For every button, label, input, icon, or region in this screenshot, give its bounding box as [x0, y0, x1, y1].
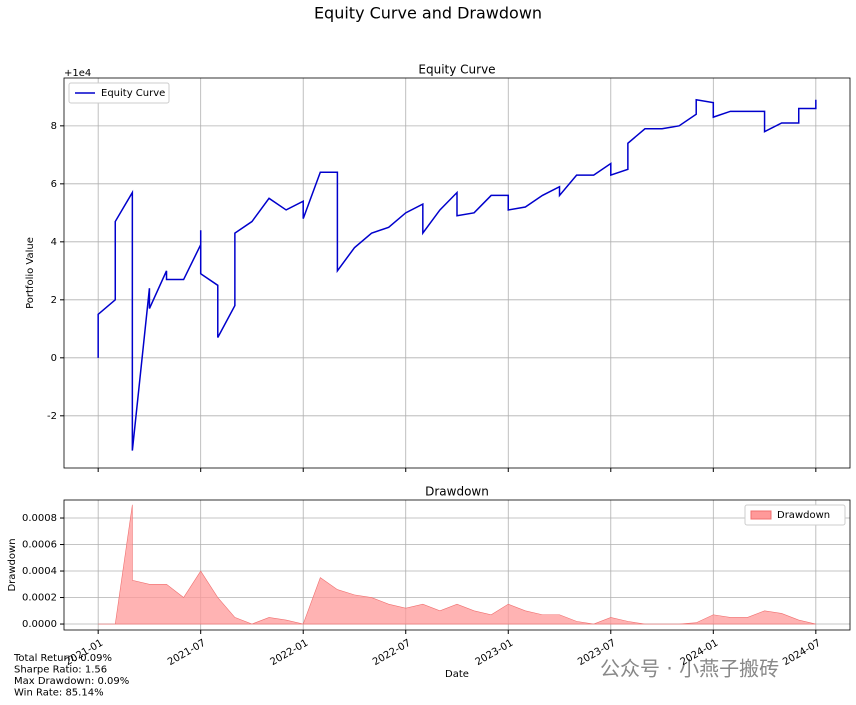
- y-tick-label: 0.0008: [22, 513, 57, 524]
- stat-line: Win Rate: 85.14%: [14, 688, 104, 699]
- y-tick-label: 0.0002: [22, 593, 57, 604]
- y-tick-label: 0.0000: [22, 619, 57, 630]
- stat-line: Total Return: 0.09%: [13, 653, 112, 664]
- axes-frame: [63, 77, 851, 469]
- figure-title: Equity Curve and Drawdown: [314, 4, 542, 23]
- x-tick-label: 2021-07: [166, 638, 208, 668]
- legend-box: [68, 82, 170, 104]
- y-tick-label: -2: [47, 411, 57, 422]
- y-axis-label: Portfolio Value: [25, 237, 36, 309]
- x-tick-label: 2022-07: [371, 638, 413, 668]
- legend-swatch: [750, 510, 772, 520]
- y-tick-label: 8: [51, 121, 57, 132]
- legend-label: Drawdown: [777, 510, 830, 521]
- stat-line: Max Drawdown: 0.09%: [14, 676, 129, 687]
- y-tick-label: 2: [51, 295, 57, 306]
- y-offset-label: +1e4: [64, 68, 91, 79]
- axes-title: Drawdown: [425, 485, 489, 499]
- equity-line: [97, 98, 817, 451]
- watermark: 公众号 · 小燕子搬砖: [600, 657, 779, 681]
- x-axis-label: Date: [445, 669, 469, 680]
- y-tick-label: 0.0004: [22, 566, 57, 577]
- y-tick-label: 6: [51, 179, 57, 190]
- x-tick-label: 2022-01: [269, 638, 311, 668]
- y-axis-label: Drawdown: [7, 538, 18, 591]
- y-tick-label: 0: [51, 353, 57, 364]
- legend-box: [744, 504, 846, 526]
- x-tick-label: 2024-07: [781, 638, 823, 668]
- drawdown-area: [98, 504, 816, 625]
- y-tick-label: 4: [51, 237, 57, 248]
- stat-line: Sharpe Ratio: 1.56: [14, 665, 107, 676]
- axes-frame: [63, 499, 851, 631]
- axes-title: Equity Curve: [418, 63, 495, 77]
- x-tick-label: 2023-01: [474, 638, 516, 668]
- y-tick-label: 0.0006: [22, 540, 57, 551]
- legend-label: Equity Curve: [101, 88, 165, 99]
